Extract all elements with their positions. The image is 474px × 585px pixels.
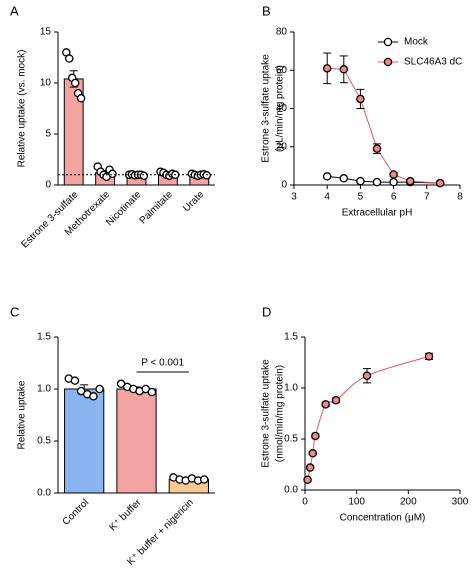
marker (339, 174, 349, 183)
y-tick-label: 1.5 (284, 332, 298, 343)
x-tick-label: 8 (457, 192, 463, 203)
y-axis-label: Relative uptake (vs. mock) (17, 50, 28, 168)
marker (356, 176, 365, 186)
data-point (200, 475, 209, 484)
x-tick-label: 4 (324, 192, 330, 203)
y-tick-label: 15 (40, 27, 52, 38)
x-tick-label: 7 (424, 192, 430, 203)
y-tick-label: 20 (276, 141, 288, 152)
y-tick-label: 1.5 (37, 332, 51, 343)
x-tick-label: Nicotinate (104, 189, 144, 229)
marker (372, 177, 382, 187)
marker (372, 144, 382, 153)
y-axis-label: Estrone 3-sulfate uptake (261, 54, 272, 163)
x-tick-label: Urate (181, 189, 206, 214)
y-axis-label: Relative uptake (17, 380, 28, 449)
data-point (305, 463, 315, 472)
data-point (424, 352, 434, 361)
bar (116, 388, 157, 494)
y-tick-label: 5 (45, 129, 51, 140)
y-tick-label: 0.0 (284, 485, 298, 496)
x-tick-label: 3 (291, 192, 297, 203)
legend-marker (383, 57, 393, 67)
x-axis-label: Concentration (μM) (340, 513, 426, 524)
data-point (311, 431, 320, 441)
panel-letter: B (262, 3, 271, 18)
data-point (321, 400, 330, 409)
data-point (65, 54, 74, 63)
data-point (70, 78, 80, 88)
bar (64, 388, 105, 494)
marker (389, 170, 398, 179)
y-tick-label: 80 (276, 27, 288, 38)
y-tick-label: 0.5 (37, 436, 51, 447)
annotation: P < 0.001 (141, 358, 184, 369)
y-tick-label: 0 (45, 180, 51, 191)
x-tick-label: K⁺ buffer (107, 497, 144, 534)
y-tick-label: 40 (276, 103, 288, 114)
data-point (89, 392, 98, 401)
x-tick-label: 5 (358, 192, 364, 203)
x-axis-label: Extracellular pH (342, 208, 413, 219)
marker (356, 94, 365, 104)
data-point (108, 169, 117, 179)
y-axis-label: (nmol/min/mg protein) (275, 365, 286, 462)
x-tick-label: Estrone 3-sulfate (19, 189, 81, 251)
data-point (202, 171, 211, 180)
panel-letter: A (10, 3, 19, 18)
marker (435, 178, 445, 188)
data-point (362, 371, 372, 381)
x-tick-label: 100 (348, 497, 365, 508)
legend-marker (383, 37, 393, 47)
panel-letter: C (10, 304, 19, 319)
x-tick-label: 0 (302, 497, 308, 508)
x-tick-label: 6 (391, 192, 397, 203)
panel-letter: D (262, 304, 271, 319)
data-point (147, 387, 157, 397)
legend-label: Mock (404, 37, 429, 48)
data-point (95, 384, 104, 394)
marker (389, 177, 398, 187)
data-point (139, 171, 149, 181)
y-axis-label: (μL/min/mg protein) (275, 65, 286, 152)
y-tick-label: 1.0 (37, 384, 51, 395)
x-tick-label: Palmitate (138, 189, 176, 227)
series-line (327, 67, 441, 184)
data-point (308, 449, 317, 458)
y-tick-label: 0.5 (284, 434, 298, 445)
x-tick-label: 200 (400, 497, 417, 508)
y-tick-label: 60 (276, 65, 288, 76)
marker (339, 65, 349, 74)
y-tick-label: 1.0 (284, 383, 298, 394)
data-point (76, 94, 86, 103)
x-tick-label: 300 (452, 497, 469, 508)
marker (405, 176, 415, 186)
y-tick-label: 0.0 (37, 488, 51, 499)
legend-label: SLC46A3 dC (404, 57, 462, 68)
y-tick-label: 10 (40, 78, 52, 89)
x-tick-label: Control (61, 497, 92, 528)
y-axis-label: Estrone 3-sulfate uptake (261, 359, 272, 468)
data-point (303, 475, 312, 485)
data-point (331, 395, 341, 405)
marker (322, 172, 332, 181)
y-tick-label: 0 (281, 180, 287, 191)
data-point (70, 376, 80, 385)
marker (322, 64, 332, 73)
